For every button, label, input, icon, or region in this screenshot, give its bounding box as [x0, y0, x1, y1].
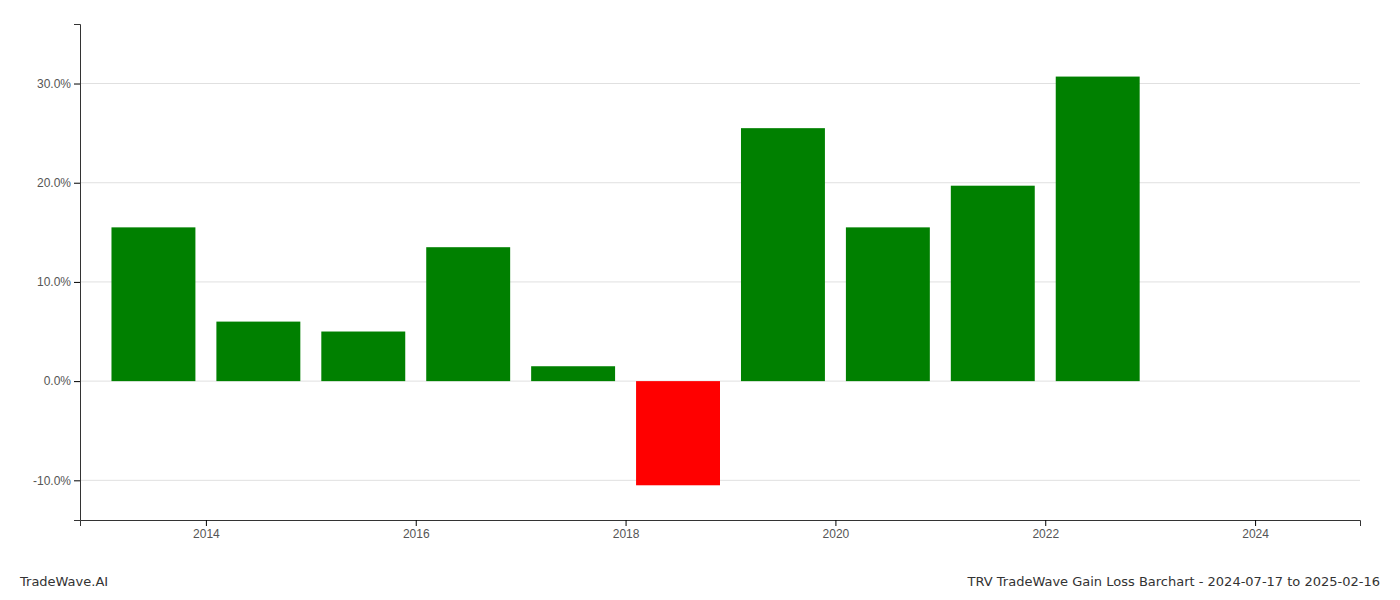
- y-tick: 0.0%: [44, 374, 80, 388]
- y-tick-mark: [74, 183, 80, 184]
- x-tick: 2014: [193, 520, 220, 541]
- grid-line: [80, 281, 1360, 282]
- bar: [1056, 77, 1140, 382]
- x-tick-label: 2022: [1032, 527, 1059, 541]
- y-tick-mark: [74, 282, 80, 283]
- x-tick: 2024: [1242, 520, 1269, 541]
- bar: [111, 227, 195, 381]
- x-tick-label: 2016: [403, 527, 430, 541]
- watermark: TradeWave.AI: [19, 574, 108, 589]
- y-tick: 30.0%: [37, 77, 80, 91]
- x-tick-mark: [206, 520, 207, 526]
- bars: [111, 77, 1139, 486]
- y-tick-mark: [74, 480, 80, 481]
- y-tick-label: 10.0%: [37, 275, 71, 289]
- x-tick-label: 2014: [193, 527, 220, 541]
- bar: [951, 186, 1035, 381]
- bar: [636, 381, 720, 485]
- grid-line: [80, 83, 1360, 84]
- bar: [216, 322, 300, 382]
- x-tick-mark: [416, 520, 417, 526]
- x-tick-mark: [1045, 520, 1046, 526]
- y-tick: 20.0%: [37, 176, 80, 190]
- y-tick-mark: [74, 84, 80, 85]
- bar: [321, 332, 405, 382]
- bar: [741, 128, 825, 381]
- y-tick-label: 30.0%: [37, 77, 71, 91]
- title: TRV TradeWave Gain Loss Barchart - 2024-…: [967, 574, 1380, 589]
- y-tick: 10.0%: [37, 275, 80, 289]
- x-tick: 2020: [823, 520, 850, 541]
- plot: -10.0% 0.0% 10.0% 20.0% 30.0% 2014 2016 2018 202…: [33, 25, 1361, 541]
- x-tick: 2016: [403, 520, 430, 541]
- chart: -10.0% 0.0% 10.0% 20.0% 30.0% 2014 2016 2018 202…: [0, 0, 1400, 600]
- y-tick-label: 0.0%: [44, 374, 72, 388]
- x-axis: 2014 2016 2018 2020 2022 2024: [81, 520, 1361, 541]
- grid-line: [80, 182, 1360, 183]
- y-tick-label: 20.0%: [37, 176, 71, 190]
- y-tick-label: -10.0%: [33, 474, 71, 488]
- y-axis-line: [74, 25, 81, 521]
- x-axis-line: [81, 521, 1361, 527]
- x-tick-mark: [1255, 520, 1256, 526]
- y-tick-mark: [74, 381, 80, 382]
- x-tick-label: 2020: [823, 527, 850, 541]
- bar: [531, 366, 615, 381]
- bar: [846, 227, 930, 381]
- x-tick: 2018: [613, 520, 640, 541]
- x-tick-label: 2018: [613, 527, 640, 541]
- x-tick-label: 2024: [1242, 527, 1269, 541]
- x-tick-mark: [835, 520, 836, 526]
- x-tick-mark: [626, 520, 627, 526]
- bar: [426, 247, 510, 381]
- y-axis: -10.0% 0.0% 10.0% 20.0% 30.0%: [33, 25, 81, 521]
- y-tick: -10.0%: [33, 474, 80, 488]
- x-tick: 2022: [1032, 520, 1059, 541]
